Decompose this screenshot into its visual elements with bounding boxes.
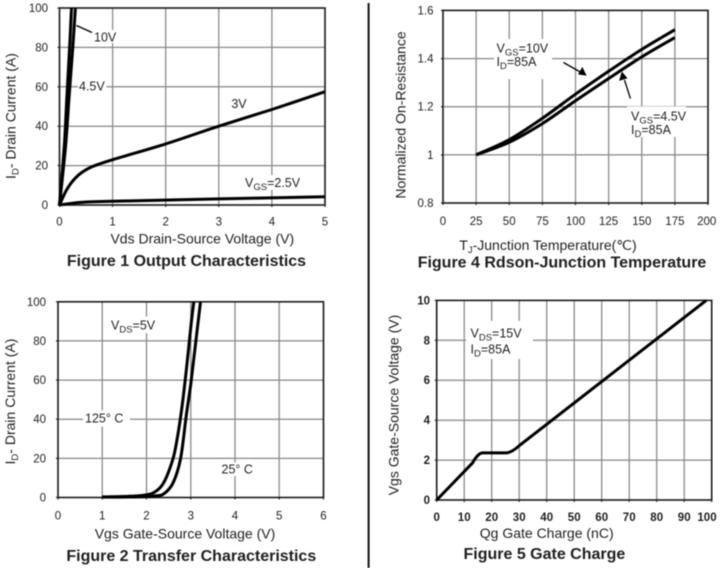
svg-text:Vgs Gate-Source Voltage (V): Vgs Gate-Source Voltage (V) (95, 526, 276, 542)
svg-text:5: 5 (276, 511, 282, 523)
svg-text:90: 90 (678, 512, 691, 524)
svg-text:0: 0 (42, 200, 48, 212)
svg-text:4: 4 (232, 511, 239, 523)
svg-text:40: 40 (35, 121, 48, 133)
svg-text:Qg Gate Charge (nC): Qg Gate Charge (nC) (480, 525, 614, 541)
svg-text:40: 40 (540, 512, 553, 524)
svg-text:75: 75 (536, 216, 549, 228)
svg-text:30: 30 (513, 512, 526, 524)
svg-text:Figure 5 Gate Charge: Figure 5 Gate Charge (463, 546, 625, 563)
svg-text:ID=85A: ID=85A (471, 343, 512, 360)
svg-text:2: 2 (162, 217, 168, 229)
svg-text:1.4: 1.4 (418, 54, 435, 66)
svg-text:80: 80 (650, 512, 663, 524)
svg-text:60: 60 (35, 82, 48, 94)
svg-text:80: 80 (35, 42, 48, 54)
svg-text:3V: 3V (231, 97, 247, 111)
svg-text:100: 100 (29, 3, 48, 15)
svg-text:6: 6 (320, 511, 326, 523)
svg-text:VDS=15V: VDS=15V (471, 327, 523, 344)
svg-text:3: 3 (216, 217, 222, 229)
svg-text:6: 6 (424, 375, 430, 387)
svg-text:1.2: 1.2 (418, 102, 434, 114)
svg-text:0: 0 (55, 511, 61, 523)
svg-text:VGS=2.5V: VGS=2.5V (245, 176, 301, 193)
svg-text:3: 3 (188, 511, 194, 523)
svg-text:0: 0 (40, 493, 46, 505)
svg-text:0: 0 (433, 512, 439, 524)
svg-text:1: 1 (109, 217, 115, 229)
svg-text:ID- Drain Current (A): ID- Drain Current (A) (2, 339, 21, 465)
svg-text:60: 60 (33, 375, 46, 387)
svg-text:1.6: 1.6 (418, 5, 434, 17)
svg-text:ID- Drain Current (A): ID- Drain Current (A) (2, 53, 21, 179)
svg-text:50: 50 (503, 216, 516, 228)
svg-text:4.5V: 4.5V (79, 80, 105, 94)
svg-text:100: 100 (27, 297, 46, 309)
svg-text:Figure 4 Rdson-Junction Temper: Figure 4 Rdson-Junction Temperature (418, 255, 707, 272)
svg-text:1: 1 (99, 511, 105, 523)
svg-text:ID=85A: ID=85A (631, 123, 672, 140)
svg-text:8: 8 (424, 335, 431, 347)
svg-text:Vgs Gate-Source Voltage (V): Vgs Gate-Source Voltage (V) (385, 315, 401, 496)
svg-text:2: 2 (424, 455, 430, 467)
svg-text:20: 20 (33, 453, 46, 465)
svg-text:175: 175 (665, 216, 684, 228)
svg-text:TJ-Junction Temperature(℃): TJ-Junction Temperature(℃) (459, 237, 636, 256)
svg-text:0: 0 (424, 495, 430, 507)
svg-text:1: 1 (427, 150, 433, 162)
svg-text:10: 10 (417, 295, 430, 307)
svg-text:Figure 1 Output Characteristic: Figure 1 Output Characteristics (67, 253, 306, 270)
svg-text:20: 20 (485, 512, 498, 524)
svg-text:Normalized On-Resistance: Normalized On-Resistance (393, 31, 409, 198)
svg-text:20: 20 (35, 161, 48, 173)
svg-text:0: 0 (440, 216, 446, 228)
svg-text:Figure 2 Transfer Characterist: Figure 2 Transfer Characteristics (66, 548, 316, 565)
svg-text:0.8: 0.8 (418, 198, 434, 210)
svg-text:10: 10 (458, 512, 471, 524)
svg-text:80: 80 (33, 336, 46, 348)
svg-text:100: 100 (697, 512, 716, 524)
svg-text:200: 200 (697, 216, 716, 228)
svg-text:125° C: 125° C (85, 412, 123, 426)
svg-text:100: 100 (566, 216, 585, 228)
svg-text:4: 4 (269, 217, 276, 229)
svg-text:4: 4 (424, 415, 431, 427)
svg-text:5: 5 (322, 217, 328, 229)
svg-text:50: 50 (568, 512, 581, 524)
svg-text:40: 40 (33, 414, 46, 426)
svg-text:Vds Drain-Source Voltage (V): Vds Drain-Source Voltage (V) (110, 231, 294, 247)
svg-text:25: 25 (470, 216, 483, 228)
svg-text:0: 0 (56, 217, 62, 229)
svg-text:60: 60 (595, 512, 608, 524)
svg-text:125: 125 (599, 216, 618, 228)
svg-text:ID=85A: ID=85A (497, 55, 538, 72)
svg-text:150: 150 (632, 216, 651, 228)
svg-text:70: 70 (623, 512, 636, 524)
svg-text:10V: 10V (94, 31, 117, 45)
svg-text:2: 2 (143, 511, 149, 523)
svg-text:25° C: 25° C (222, 463, 253, 477)
